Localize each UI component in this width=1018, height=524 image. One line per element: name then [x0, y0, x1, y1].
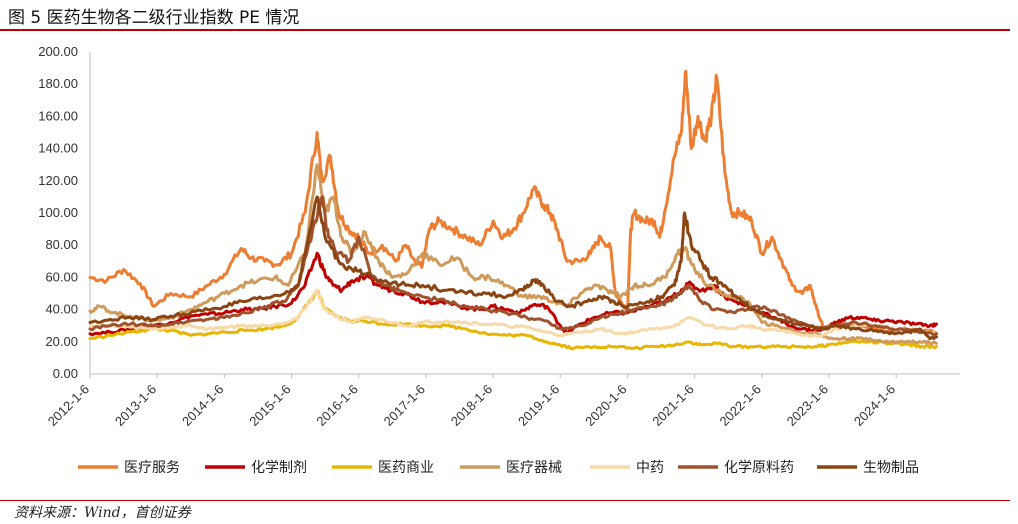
- legend-label: 中药: [636, 460, 664, 476]
- legend-label: 医疗器械: [506, 460, 562, 476]
- x-tick-label: 2015-1-6: [246, 382, 293, 429]
- x-tick-label: 2014-1-6: [179, 382, 226, 429]
- y-tick-label: 0.00: [53, 366, 78, 381]
- y-tick-label: 40.00: [45, 302, 78, 317]
- x-tick-label: 2021-1-6: [649, 382, 696, 429]
- series-line: [88, 288, 938, 338]
- legend-label: 化学制剂: [251, 460, 307, 476]
- series-line: [88, 69, 938, 336]
- y-tick-label: 160.00: [38, 108, 78, 123]
- y-tick-label: 60.00: [45, 269, 78, 284]
- legend: 医疗服务 化学制剂 医药商业 医疗器械 中药 化学原料药 生物制品: [78, 460, 919, 476]
- chart-title: 图 5 医药生物各二级行业指数 PE 情况: [8, 8, 300, 28]
- y-tick-label: 180.00: [38, 76, 78, 91]
- legend-label: 生物制品: [863, 460, 919, 476]
- legend-label: 化学原料药: [724, 460, 794, 476]
- x-tick-label: 2018-1-6: [448, 382, 495, 429]
- y-tick-label: 80.00: [45, 237, 78, 252]
- x-tick-label: 2012-1-6: [45, 382, 92, 429]
- series-lines: [88, 69, 938, 351]
- series-line: [88, 163, 938, 346]
- x-tick-label: 2016-1-6: [313, 382, 360, 429]
- y-tick-label: 120.00: [38, 173, 78, 188]
- y-tick-label: 100.00: [38, 205, 78, 220]
- y-tick-label: 200.00: [38, 44, 78, 59]
- x-tick-label: 2013-1-6: [112, 382, 159, 429]
- series-line: [88, 195, 938, 336]
- legend-label: 医药商业: [378, 460, 434, 476]
- x-tick-label: 2022-1-6: [717, 382, 764, 429]
- y-tick-label: 20.00: [45, 334, 78, 349]
- source-rule: [0, 500, 1010, 501]
- series-line: [88, 288, 938, 351]
- series-line: [88, 195, 938, 341]
- series-line: [88, 251, 938, 337]
- source-note: 资料来源：Wind，首创证券: [14, 505, 191, 521]
- x-tick-label: 2017-1-6: [381, 382, 428, 429]
- y-tick-label: 140.00: [38, 141, 78, 156]
- x-tick-label: 2023-1-6: [784, 382, 831, 429]
- x-tick-label: 2019-1-6: [515, 382, 562, 429]
- legend-label: 医疗服务: [124, 460, 180, 476]
- x-tick-label: 2024-1-6: [851, 382, 898, 429]
- title-rule: [0, 29, 1010, 31]
- x-tick-label: 2020-1-6: [582, 382, 629, 429]
